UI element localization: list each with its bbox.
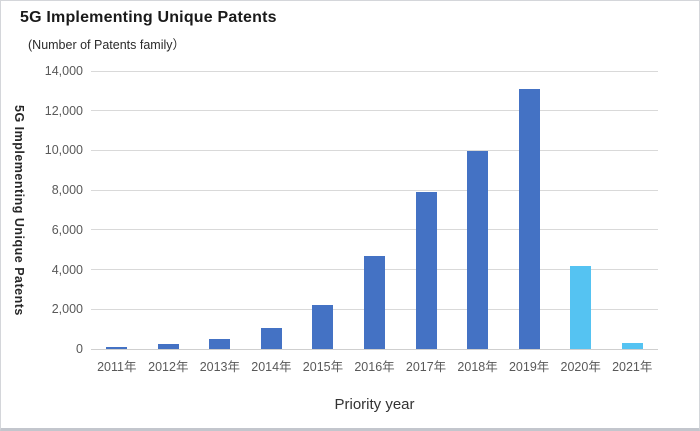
bar-2015年 [312, 305, 334, 349]
y-tick-label-0: 0 [76, 342, 83, 356]
x-tick-label-2014年: 2014年 [251, 360, 292, 374]
bar-2014年 [260, 328, 282, 349]
gridline-10000 [91, 149, 658, 151]
bar-2012年 [157, 344, 179, 349]
bar-2018年 [467, 151, 489, 349]
bar-2016年 [364, 255, 385, 349]
y-tick-label-14000: 14,000 [44, 64, 83, 78]
x-tick-label-2013年: 2013年 [199, 360, 241, 374]
x-tick-label-2017年: 2017年 [405, 360, 447, 374]
x-tick-label-2015年: 2015年 [302, 360, 344, 374]
x-tick-label-2021年: 2021年 [612, 360, 653, 374]
bar-2020年 [570, 265, 592, 349]
gridline-12000 [91, 110, 658, 112]
bar-2011年 [106, 347, 128, 349]
chart-subtitle: (Number of Patents family） [28, 38, 185, 52]
y-tick-label-4000: 4,000 [51, 262, 83, 277]
y-tick-label-2000: 2,000 [51, 302, 83, 317]
y-tick-label-6000: 6,000 [51, 222, 83, 237]
x-tick-label-2020年: 2020年 [560, 360, 601, 374]
plot-area [91, 70, 658, 350]
x-tick-label-2018年: 2018年 [457, 360, 498, 374]
y-axis-title: 5G Implementing Unique Patents [12, 104, 26, 316]
x-axis-title: Priority year [334, 396, 415, 413]
bar-2017年 [415, 192, 437, 349]
x-tick-label-2012年: 2012年 [148, 360, 189, 374]
x-tick-label-2016年: 2016年 [354, 360, 395, 374]
x-tick-label-2011年: 2011年 [97, 360, 137, 374]
chart-title: 5G Implementing Unique Patents [20, 9, 277, 26]
bar-2013年 [209, 339, 231, 349]
y-tick-label-12000: 12,000 [44, 103, 83, 118]
gridline-6000 [91, 229, 658, 231]
gridline-8000 [91, 189, 658, 191]
gridline-14000 [91, 70, 658, 72]
bar-2019年 [518, 88, 540, 349]
x-axis-line [91, 349, 658, 350]
bar-2021年 [621, 343, 643, 349]
x-tick-label-2019年: 2019年 [508, 360, 550, 374]
y-tick-label-10000: 10,000 [44, 143, 83, 158]
y-tick-label-8000: 8,000 [51, 183, 83, 198]
